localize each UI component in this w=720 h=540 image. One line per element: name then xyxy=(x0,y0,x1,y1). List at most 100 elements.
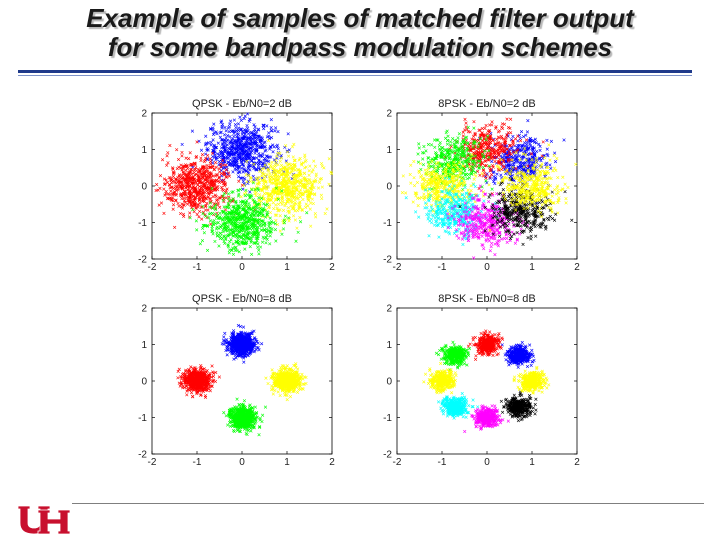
scatter-point xyxy=(202,165,206,169)
scatter-point xyxy=(262,126,266,131)
cluster-2 xyxy=(234,138,334,233)
scatter-point xyxy=(531,138,535,143)
scatter-point xyxy=(218,135,222,139)
scatter-point xyxy=(278,159,282,163)
scatter-point xyxy=(219,225,223,229)
scatter-point xyxy=(517,207,521,211)
scatter-point xyxy=(479,209,483,214)
scatter-point xyxy=(160,158,165,162)
scatter-point xyxy=(487,143,491,147)
scatter-point xyxy=(298,200,302,204)
scatter-point xyxy=(246,145,250,149)
scatter-point xyxy=(448,143,453,147)
scatter-point xyxy=(440,218,445,222)
scatter-point xyxy=(477,166,482,170)
scatter-point xyxy=(481,224,485,228)
scatter-point xyxy=(280,172,284,176)
scatter-point xyxy=(249,187,254,191)
scatter-point xyxy=(426,160,430,164)
scatter-point xyxy=(239,214,243,218)
scatter-point xyxy=(201,226,205,231)
scatter-point xyxy=(256,181,260,186)
scatter-point xyxy=(188,170,192,174)
scatter-point xyxy=(531,160,536,164)
scatter-point xyxy=(227,203,231,207)
scatter-point xyxy=(436,138,440,142)
scatter-point xyxy=(242,192,247,196)
scatter-point xyxy=(435,191,439,195)
scatter-point xyxy=(447,222,452,226)
scatter-point xyxy=(470,168,475,172)
scatter-point xyxy=(456,156,460,160)
scatter-point xyxy=(463,128,467,132)
scatter-point xyxy=(225,155,229,159)
scatter-point xyxy=(484,138,488,142)
scatter-point xyxy=(496,244,501,248)
scatter-point xyxy=(449,210,453,215)
scatter-point xyxy=(246,160,251,164)
scatter-point xyxy=(262,124,266,128)
scatter-point xyxy=(538,225,542,229)
scatter-point xyxy=(194,219,198,223)
scatter-point xyxy=(280,202,284,207)
scatter-point xyxy=(223,125,227,130)
scatter-point xyxy=(179,163,183,167)
scatter-point xyxy=(480,171,484,176)
scatter-point xyxy=(456,168,460,172)
scatter-point xyxy=(196,205,200,209)
scatter-point xyxy=(177,204,181,208)
scatter-point xyxy=(250,230,255,234)
scatter-point xyxy=(429,217,433,221)
scatter-point xyxy=(248,179,253,184)
scatter-point xyxy=(212,131,216,135)
scatter-point xyxy=(454,163,458,167)
scatter-point xyxy=(293,159,297,163)
scatter-point xyxy=(256,164,261,168)
scatter-point xyxy=(251,181,255,185)
scatter-point xyxy=(289,180,293,184)
scatter-point xyxy=(216,198,220,202)
scatter-point xyxy=(258,145,262,149)
scatter-point xyxy=(451,137,455,141)
scatter-point xyxy=(231,215,235,219)
scatter-point xyxy=(488,153,492,157)
scatter-point xyxy=(180,142,184,147)
scatter-point xyxy=(208,165,212,169)
scatter-point xyxy=(502,122,507,126)
scatter-point xyxy=(229,228,233,232)
scatter-point xyxy=(534,149,539,154)
scatter-point xyxy=(500,197,505,202)
scatter-point xyxy=(250,188,254,192)
scatter-point xyxy=(528,139,533,143)
scatter-point xyxy=(224,163,228,167)
scatter-point xyxy=(224,189,228,193)
scatter-point xyxy=(253,127,257,132)
scatter-point xyxy=(225,168,229,172)
scatter-point xyxy=(303,153,307,157)
scatter-point xyxy=(313,193,317,197)
scatter-point xyxy=(261,172,265,176)
scatter-point xyxy=(276,129,280,134)
scatter-point xyxy=(294,177,299,181)
scatter-point xyxy=(488,176,492,180)
scatter-point xyxy=(264,235,268,240)
scatter-point xyxy=(426,156,431,160)
scatter-point xyxy=(215,215,219,219)
scatter-point xyxy=(241,233,245,237)
scatter-point xyxy=(538,148,542,153)
scatter-point xyxy=(449,201,453,206)
scatter-point xyxy=(520,219,524,223)
scatter-point xyxy=(247,119,251,123)
scatter-point xyxy=(292,207,296,211)
scatter-point xyxy=(189,168,193,172)
scatter-point xyxy=(254,141,259,146)
scatter-point xyxy=(230,190,234,194)
scatter-point xyxy=(278,151,282,156)
scatter-point xyxy=(175,185,179,189)
title-underline-thin xyxy=(18,75,692,76)
scatter-point xyxy=(247,173,251,177)
scatter-point xyxy=(207,165,212,169)
scatter-point xyxy=(459,168,463,172)
scatter-point xyxy=(515,158,519,163)
scatter-point xyxy=(249,150,253,155)
